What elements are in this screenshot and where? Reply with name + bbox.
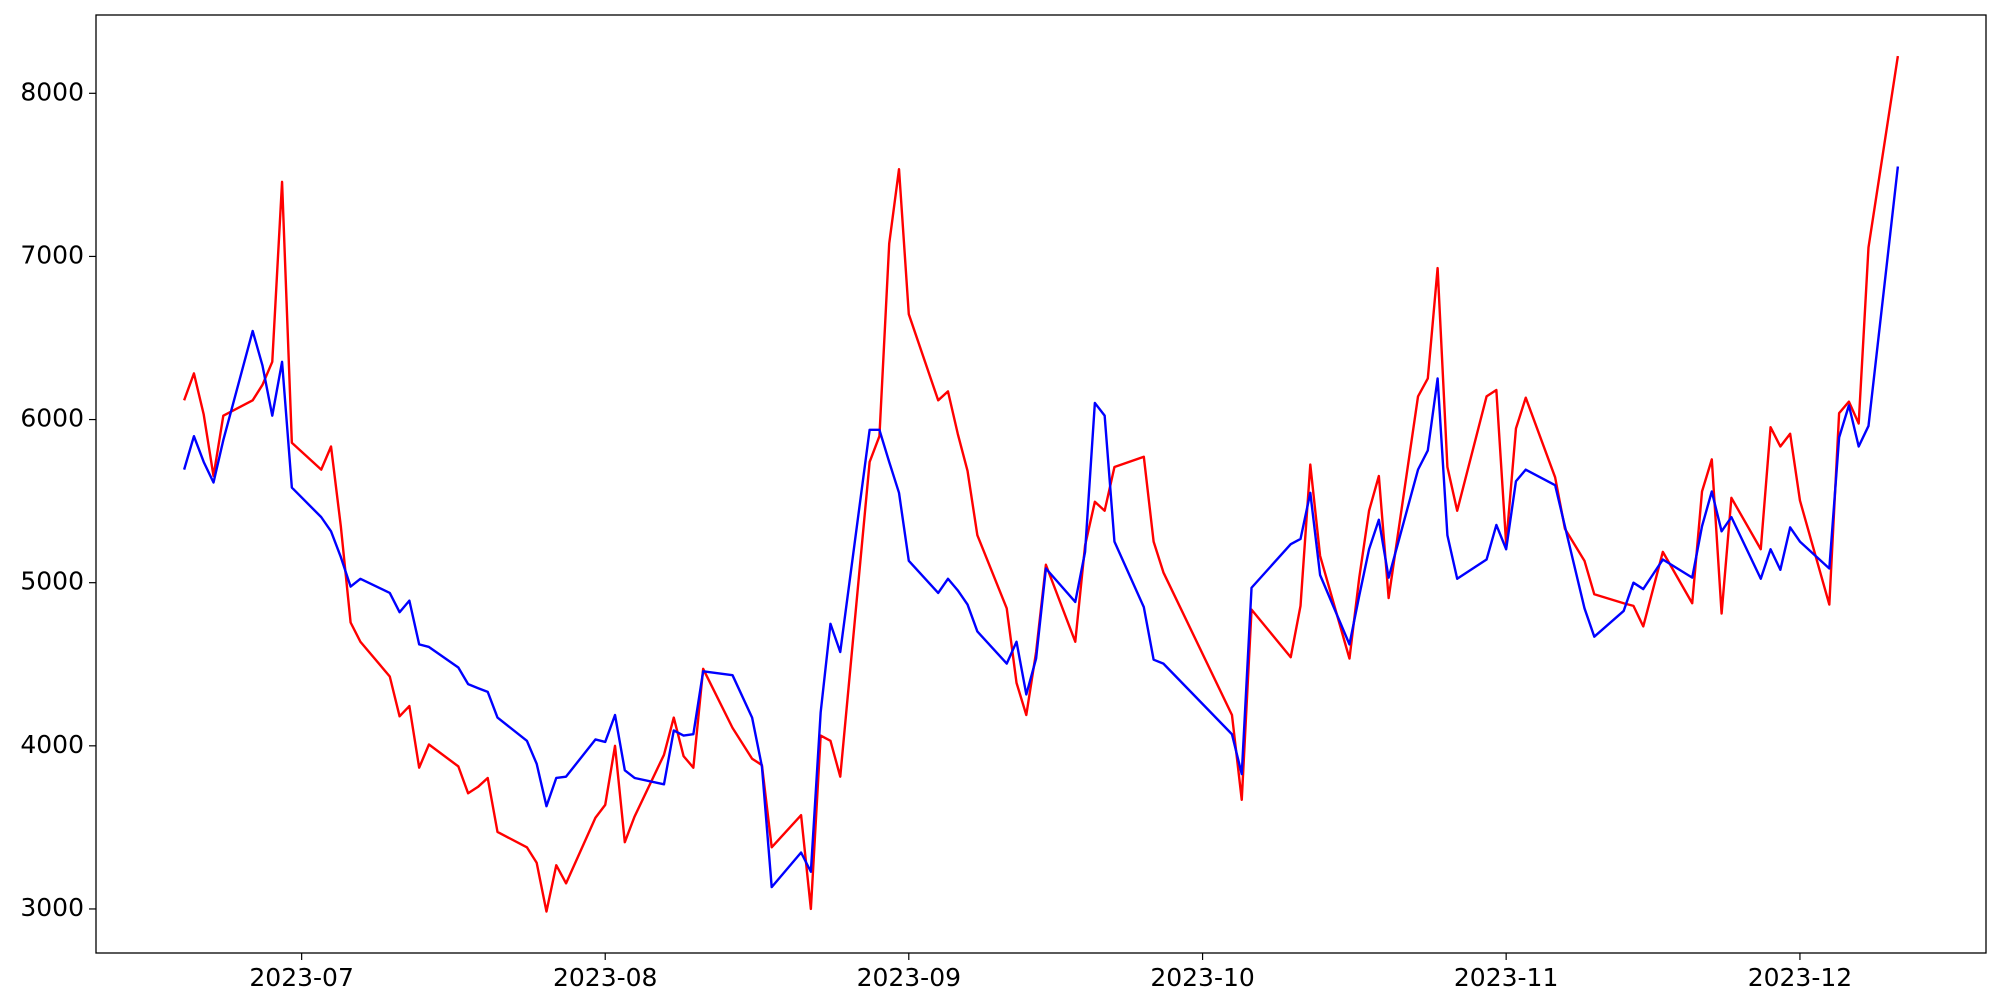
line-series (182, 166, 1900, 889)
x-tick-label: 2023-12 (1748, 963, 1852, 992)
y-tick-label: 6000 (20, 404, 84, 433)
x-tick-label: 2023-07 (249, 963, 353, 992)
y-tick-label: 8000 (20, 77, 84, 106)
x-tick-label: 2023-08 (553, 963, 657, 992)
line-series (183, 55, 1900, 913)
plot-frame (95, 14, 1987, 954)
y-tick-label: 7000 (20, 240, 84, 269)
x-tick-label: 2023-10 (1150, 963, 1254, 992)
y-tick-label: 5000 (20, 567, 84, 596)
x-tick-label: 2023-09 (857, 963, 961, 992)
x-tick-label: 2023-11 (1454, 963, 1558, 992)
y-tick-label: 3000 (20, 893, 84, 922)
y-tick-label: 4000 (20, 730, 84, 759)
